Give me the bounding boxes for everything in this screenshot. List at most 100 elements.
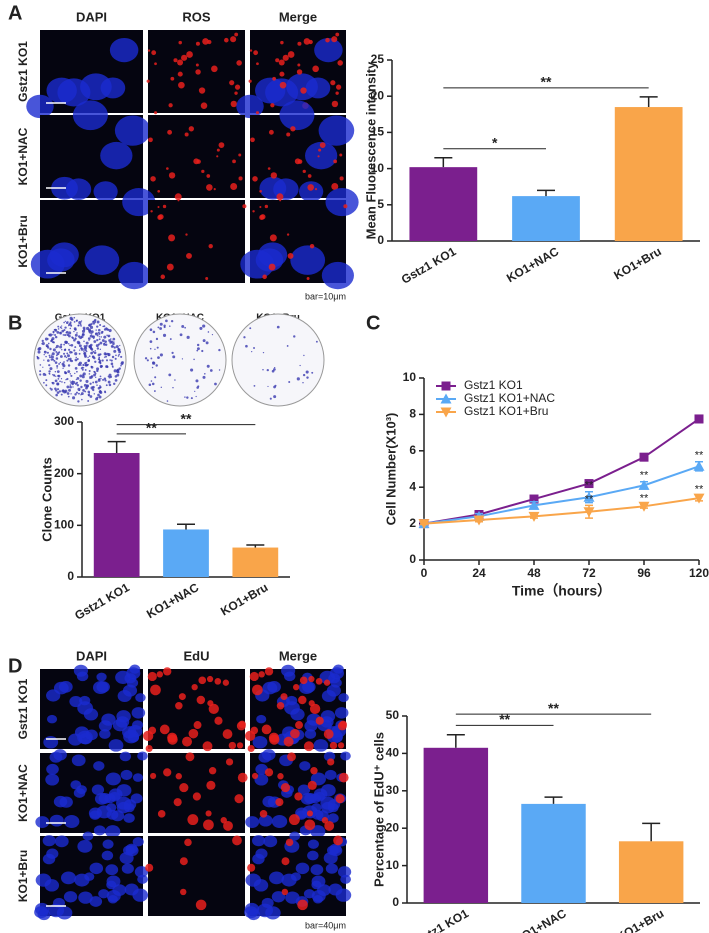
colony — [74, 358, 78, 362]
signal — [151, 50, 157, 56]
colony — [70, 359, 74, 363]
colony — [53, 359, 56, 362]
signal — [163, 768, 172, 777]
y-tick-label: 50 — [386, 708, 400, 722]
colony — [156, 346, 159, 349]
colony — [93, 351, 97, 355]
signal — [261, 724, 272, 735]
point — [529, 494, 539, 504]
colony — [55, 357, 59, 360]
colony — [72, 396, 76, 400]
colony — [299, 364, 301, 367]
colony — [56, 364, 59, 368]
nucleus — [105, 772, 121, 786]
y-tick-label: 15 — [371, 125, 385, 139]
legend-marker — [441, 381, 451, 391]
nucleus — [53, 795, 68, 808]
colony — [41, 339, 44, 343]
colony — [65, 321, 69, 324]
nucleus — [131, 707, 146, 719]
nucleus — [337, 866, 352, 878]
signal — [150, 684, 161, 696]
colony — [103, 335, 107, 339]
image-background — [148, 115, 245, 198]
colony — [276, 325, 280, 329]
y-tick-label: 0 — [377, 233, 384, 247]
colony — [39, 364, 42, 366]
signal — [166, 167, 169, 170]
colony — [99, 323, 102, 327]
signal — [297, 899, 308, 911]
colony — [45, 384, 48, 387]
colony — [68, 388, 71, 392]
nucleus — [132, 888, 149, 902]
colony — [81, 398, 83, 401]
colony — [61, 362, 65, 366]
colony — [98, 395, 102, 399]
signal — [279, 71, 285, 77]
significance-label: ** — [181, 410, 192, 426]
signal — [276, 701, 285, 710]
y-axis-label: Clone Counts — [39, 457, 54, 542]
dish — [231, 313, 325, 407]
colony — [101, 330, 104, 333]
colony — [89, 382, 92, 385]
nucleus — [305, 141, 338, 170]
signal — [222, 679, 230, 686]
colony — [107, 334, 111, 338]
colony — [68, 348, 71, 351]
micrograph — [244, 831, 352, 921]
colony — [78, 344, 82, 348]
colony — [66, 385, 70, 389]
nucleus — [26, 94, 54, 119]
x-tick-label: Gstz1 KO1 — [411, 906, 471, 933]
nucleus — [118, 261, 151, 290]
colony — [152, 330, 156, 334]
colony — [96, 335, 99, 337]
colony — [99, 341, 103, 345]
nucleus — [89, 862, 104, 875]
colony — [56, 352, 60, 356]
micrograph — [250, 100, 355, 202]
nucleus — [255, 848, 268, 859]
colony — [201, 349, 204, 353]
colony — [87, 390, 91, 394]
nucleus — [338, 693, 349, 703]
colony — [110, 375, 113, 378]
signal — [294, 792, 303, 801]
colony — [151, 382, 155, 386]
colony — [64, 340, 69, 344]
colony — [103, 325, 106, 328]
colony — [195, 395, 197, 398]
scale-bar-label: bar=40μm — [305, 920, 346, 930]
point — [473, 515, 485, 526]
signal — [277, 773, 284, 780]
nucleus — [262, 795, 276, 808]
colony — [90, 365, 93, 368]
signal — [310, 767, 318, 775]
colony — [98, 336, 101, 338]
colony — [55, 375, 57, 377]
colony — [196, 347, 200, 351]
signal — [150, 210, 153, 213]
colony — [80, 385, 83, 389]
nucleus — [134, 866, 149, 878]
signal — [308, 675, 315, 683]
signal — [333, 835, 343, 846]
colony — [85, 379, 89, 384]
signal — [307, 174, 312, 178]
point — [583, 507, 595, 518]
x-tick-label: 72 — [582, 566, 596, 580]
nucleus — [125, 845, 139, 857]
colony — [80, 364, 82, 366]
colony — [83, 345, 87, 348]
signal — [232, 159, 236, 164]
colony — [87, 337, 91, 340]
signal — [279, 81, 287, 89]
signal — [337, 742, 345, 749]
row-label: KO1+Bru — [16, 850, 30, 902]
colony — [119, 344, 121, 347]
signal — [259, 810, 268, 818]
y-tick-label: 0 — [409, 552, 416, 566]
signal — [202, 741, 213, 752]
